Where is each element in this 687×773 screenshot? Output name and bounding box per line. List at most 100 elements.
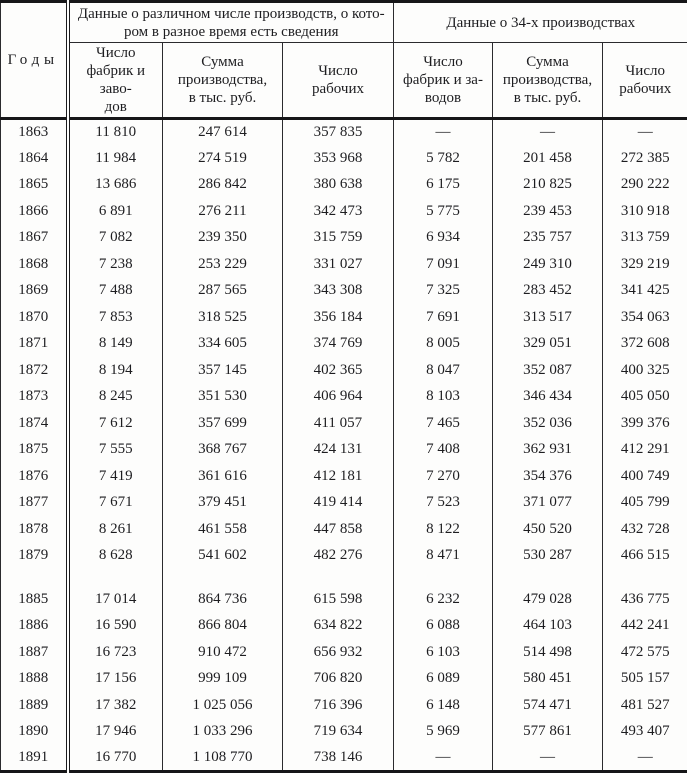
table-row: 1865 13 686 286 842 380 638 6 175 210 82…: [1, 172, 687, 199]
value-cell: 7 612: [68, 410, 163, 437]
value-cell: 706 820: [283, 666, 394, 693]
value-cell: 577 861: [493, 719, 603, 746]
value-cell: 7 325: [394, 278, 493, 305]
value-cell: 7 238: [68, 251, 163, 278]
value-cell: 466 515: [603, 543, 687, 570]
value-cell: 361 616: [163, 463, 283, 490]
value-cell: 6 175: [394, 172, 493, 199]
value-cell: 201 458: [493, 145, 603, 172]
value-cell: 464 103: [493, 613, 603, 640]
table-body: 1863 11 810 247 614 357 835 — — — 1864 1…: [1, 119, 687, 772]
value-cell: 7 082: [68, 225, 163, 252]
table-row: 1871 8 149 334 605 374 769 8 005 329 051…: [1, 331, 687, 358]
value-cell: 313 517: [493, 304, 603, 331]
value-cell: 514 498: [493, 639, 603, 666]
value-cell: 356 184: [283, 304, 394, 331]
value-cell: 239 453: [493, 198, 603, 225]
value-cell: 5 775: [394, 198, 493, 225]
value-cell: 411 057: [283, 410, 394, 437]
value-cell: 310 918: [603, 198, 687, 225]
table-row: 1867 7 082 239 350 315 759 6 934 235 757…: [1, 225, 687, 252]
value-cell: [394, 569, 493, 586]
year-cell: 1891: [1, 745, 68, 772]
value-cell: 6 232: [394, 586, 493, 613]
year-cell: 1869: [1, 278, 68, 305]
value-cell: 6 891: [68, 198, 163, 225]
value-cell: 450 520: [493, 516, 603, 543]
value-cell: —: [603, 119, 687, 146]
value-cell: 7 465: [394, 410, 493, 437]
value-cell: 17 946: [68, 719, 163, 746]
value-cell: [603, 569, 687, 586]
table-row: 1872 8 194 357 145 402 365 8 047 352 087…: [1, 357, 687, 384]
table-row: 1868 7 238 253 229 331 027 7 091 249 310…: [1, 251, 687, 278]
value-cell: 482 276: [283, 543, 394, 570]
value-cell: 290 222: [603, 172, 687, 199]
value-cell: 6 089: [394, 666, 493, 693]
value-cell: 738 146: [283, 745, 394, 772]
value-cell: 530 287: [493, 543, 603, 570]
col-header-factories-2: Число фабрик и за- водов: [394, 43, 493, 119]
value-cell: 352 036: [493, 410, 603, 437]
value-cell: 357 699: [163, 410, 283, 437]
table-row: 1887 16 723 910 472 656 932 6 103 514 49…: [1, 639, 687, 666]
value-cell: 8 047: [394, 357, 493, 384]
value-cell: 329 219: [603, 251, 687, 278]
value-cell: 17 014: [68, 586, 163, 613]
value-cell: 999 109: [163, 666, 283, 693]
year-cell: 1879: [1, 543, 68, 570]
value-cell: 287 565: [163, 278, 283, 305]
value-cell: 8 122: [394, 516, 493, 543]
value-cell: 371 077: [493, 490, 603, 517]
group-header-row: Годы Данные о различном числе производст…: [1, 2, 687, 43]
value-cell: 8 261: [68, 516, 163, 543]
value-cell: 412 291: [603, 437, 687, 464]
value-cell: 400 749: [603, 463, 687, 490]
year-cell: 1873: [1, 384, 68, 411]
value-cell: 402 365: [283, 357, 394, 384]
value-cell: 353 968: [283, 145, 394, 172]
value-cell: 7 853: [68, 304, 163, 331]
value-cell: 481 527: [603, 692, 687, 719]
value-cell: 7 488: [68, 278, 163, 305]
value-cell: 7 408: [394, 437, 493, 464]
table-row: 1878 8 261 461 558 447 858 8 122 450 520…: [1, 516, 687, 543]
col-header-production-sum-1: Сумма производства, в тыс. руб.: [163, 43, 283, 119]
year-cell: 1863: [1, 119, 68, 146]
table-row: 1870 7 853 318 525 356 184 7 691 313 517…: [1, 304, 687, 331]
value-cell: 472 575: [603, 639, 687, 666]
value-cell: 7 671: [68, 490, 163, 517]
value-cell: 17 382: [68, 692, 163, 719]
value-cell: 505 157: [603, 666, 687, 693]
value-cell: 16 770: [68, 745, 163, 772]
year-cell: 1868: [1, 251, 68, 278]
value-cell: 8 005: [394, 331, 493, 358]
value-cell: 6 934: [394, 225, 493, 252]
col-header-workers-1: Число рабочих: [283, 43, 394, 119]
value-cell: —: [603, 745, 687, 772]
value-cell: 1 108 770: [163, 745, 283, 772]
value-cell: 436 775: [603, 586, 687, 613]
value-cell: 8 194: [68, 357, 163, 384]
group-header-various-productions: Данные о различном числе производств, о …: [68, 2, 394, 43]
value-cell: 7 091: [394, 251, 493, 278]
year-cell: 1887: [1, 639, 68, 666]
year-cell: 1866: [1, 198, 68, 225]
table-row: 1875 7 555 368 767 424 131 7 408 362 931…: [1, 437, 687, 464]
value-cell: 716 396: [283, 692, 394, 719]
value-cell: 357 835: [283, 119, 394, 146]
value-cell: [68, 569, 163, 586]
value-cell: [493, 569, 603, 586]
value-cell: 615 598: [283, 586, 394, 613]
value-cell: 864 736: [163, 586, 283, 613]
table-row: 1886 16 590 866 804 634 822 6 088 464 10…: [1, 613, 687, 640]
value-cell: 7 691: [394, 304, 493, 331]
year-cell: 1878: [1, 516, 68, 543]
table-row: 1885 17 014 864 736 615 598 6 232 479 02…: [1, 586, 687, 613]
value-cell: 5 782: [394, 145, 493, 172]
value-cell: 1 033 296: [163, 719, 283, 746]
sub-header-row: Число фабрик и заво- дов Сумма производс…: [1, 43, 687, 119]
value-cell: 354 376: [493, 463, 603, 490]
value-cell: 17 156: [68, 666, 163, 693]
value-cell: 634 822: [283, 613, 394, 640]
